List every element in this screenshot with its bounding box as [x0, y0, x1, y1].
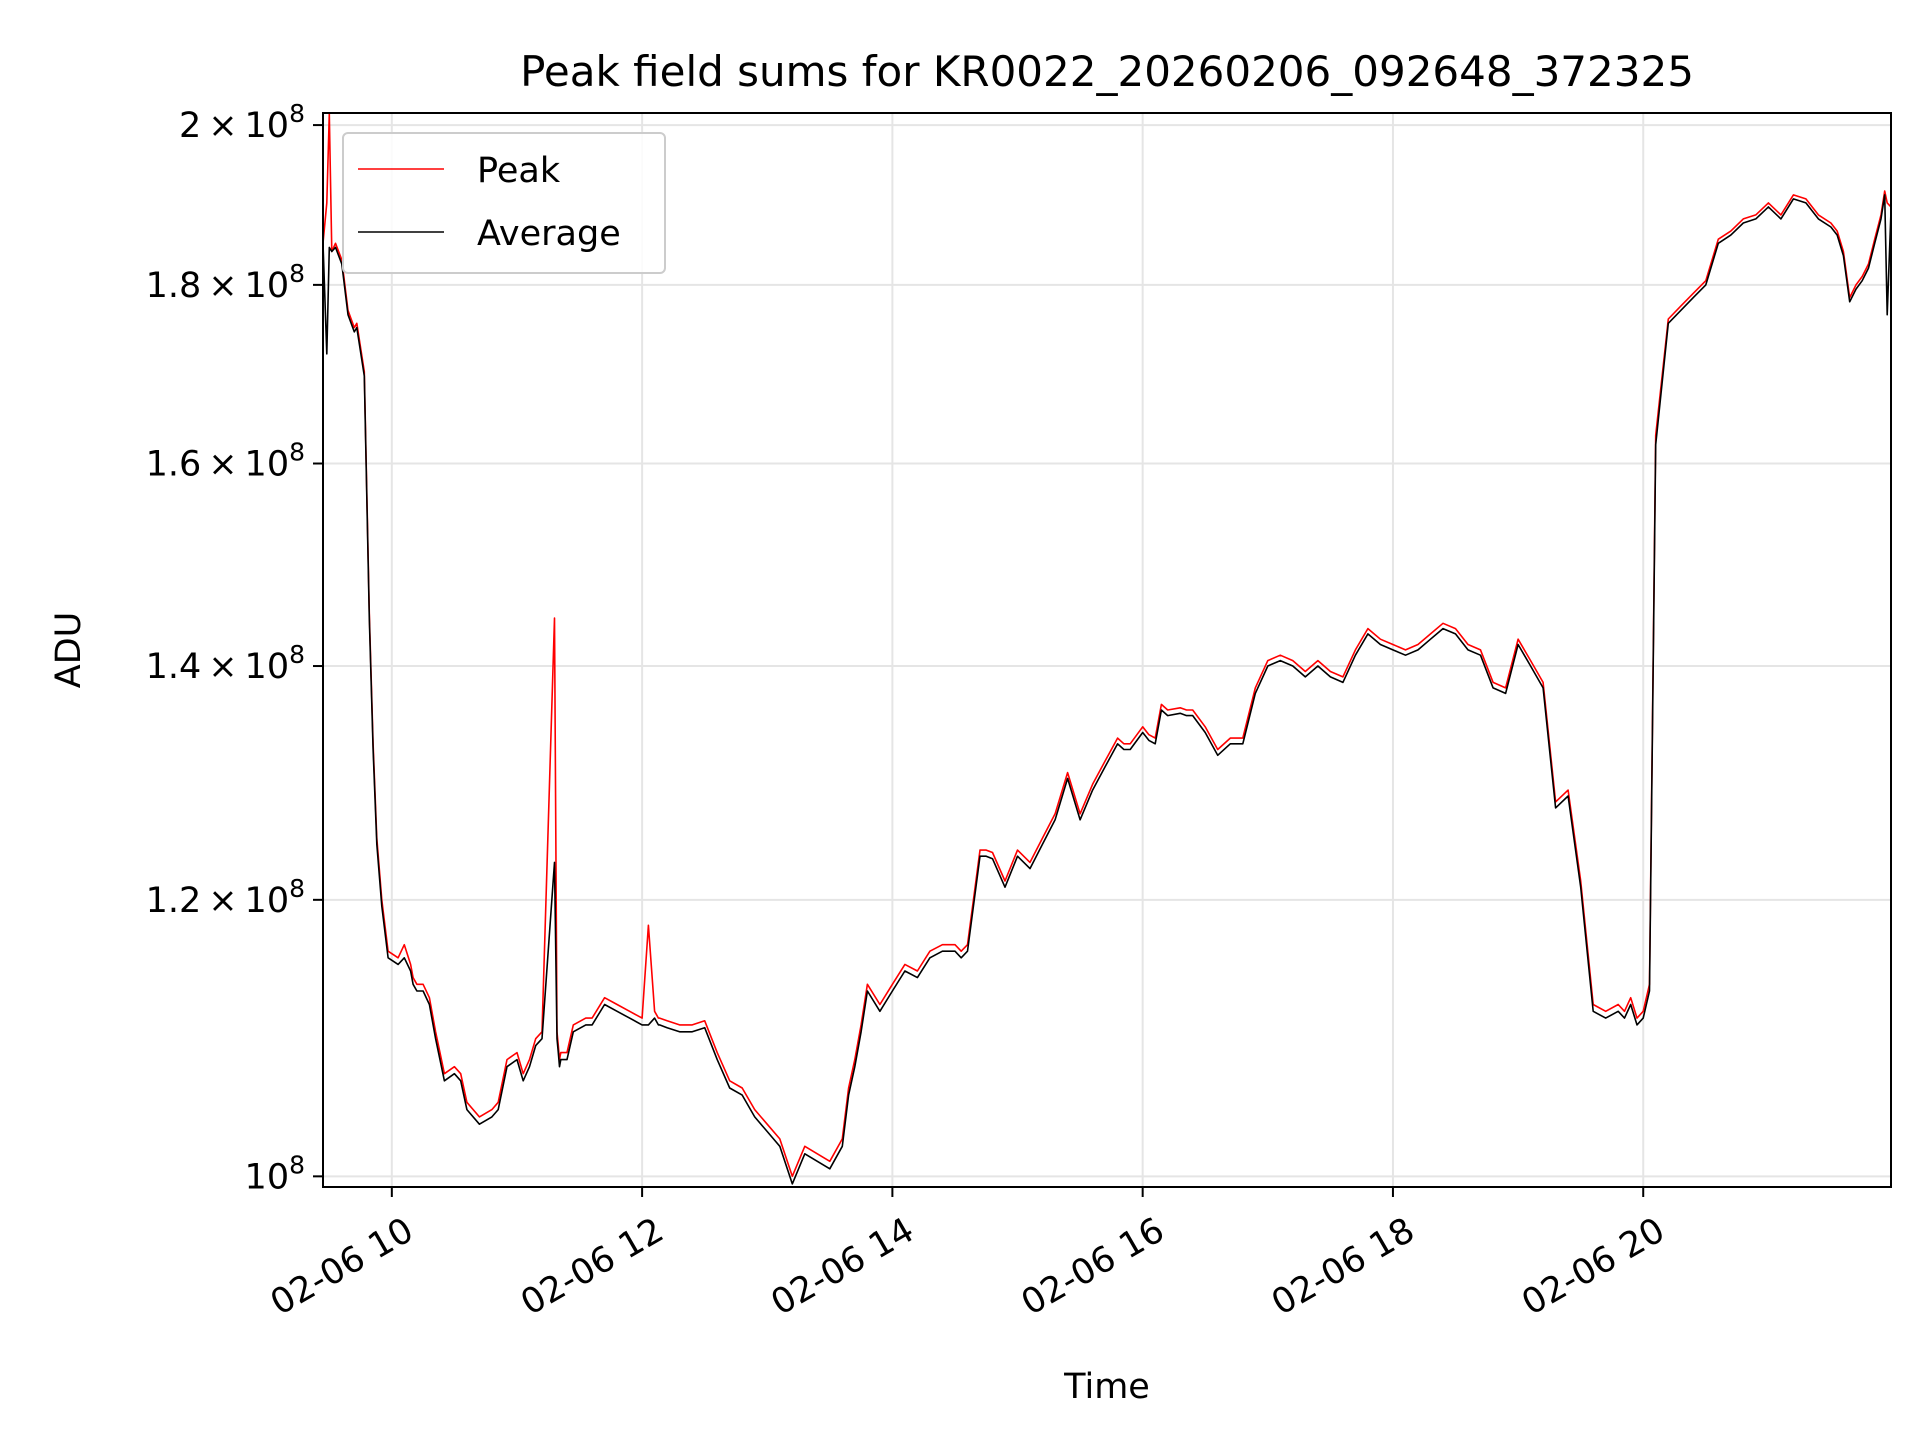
legend-label-peak: Peak — [477, 151, 561, 191]
legend: Peak Average — [342, 132, 666, 274]
grid — [323, 113, 1891, 1187]
legend-label-average: Average — [477, 214, 621, 254]
y-tick-label: 1.4 × 108 — [146, 640, 305, 687]
plot-frame — [322, 112, 1892, 1188]
y-axis-ticks: 108 1.2 × 108 1.4 × 108 1.6 × 108 1.8 × 108 2… — [146, 99, 323, 1197]
legend-box — [342, 132, 666, 274]
chart-title: Peak field sums for KR0022_20260206_0926… — [520, 47, 1694, 96]
series-line-peak — [322, 113, 1892, 1178]
y-tick-label: 1.2 × 108 — [146, 874, 305, 921]
y-axis-label: ADU — [49, 612, 89, 689]
y-tick-label: 108 — [245, 1150, 305, 1197]
x-axis-label: Time — [1063, 1367, 1150, 1407]
y-tick-label: 1.8 × 108 — [146, 259, 305, 306]
y-tick-label: 1.6 × 108 — [146, 438, 305, 485]
y-tick-label: 2 × 108 — [179, 99, 305, 146]
series-lines — [322, 113, 1892, 1185]
series-line-average — [322, 194, 1892, 1185]
